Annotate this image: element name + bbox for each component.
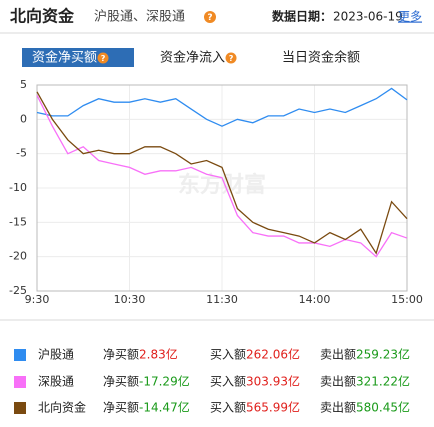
tab-help-icon[interactable]: ? [101,54,106,63]
summary-label: 净买额 [103,401,139,415]
tab-help-bg [225,52,237,64]
summary-value: 580.45亿 [356,400,410,415]
summary-value: 262.06亿 [246,347,300,362]
summary-label: 买入额 [210,401,246,415]
summary-value: 2.83亿 [139,347,178,362]
tab[interactable]: 当日资金余额 [282,50,360,66]
date: 2023-06-19 [333,10,403,24]
summary-value: 259.23亿 [356,347,410,362]
summary-label: 卖出额 [320,348,356,362]
x-tick-label: 15:00 [391,293,423,306]
help-icon[interactable]: ? [207,13,212,23]
y-tick-label: -10 [9,181,27,194]
plot-frame [36,84,408,292]
x-tick-label: 11:30 [206,293,238,306]
help-icon-bg [204,11,216,23]
y-tick-label: 0 [20,112,27,125]
legend-name: 沪股通 [38,348,74,362]
tab-help-bg [97,52,109,64]
subtitle: 沪股通、深股通 [94,9,185,25]
summary-value: -17.29亿 [139,374,190,389]
y-tick-label: -15 [9,215,27,228]
legend-swatch [14,349,26,361]
summary-label: 净买额 [103,348,139,362]
y-tick-label: -20 [9,250,27,263]
x-tick-label: 9:30 [25,293,50,306]
tab[interactable]: 资金净流入 [160,50,225,66]
series-line [36,87,408,127]
y-tick-label: -25 [9,284,27,297]
date-label: 数据日期： [272,9,332,24]
title: 北向资金 [10,7,75,26]
legend-swatch [14,402,26,414]
summary-value: -14.47亿 [139,400,190,415]
summary-value: 303.93亿 [246,374,300,389]
y-tick-label: -5 [16,147,27,160]
more-link[interactable]: 更多 [398,10,422,24]
summary-label: 净买额 [103,375,139,389]
x-tick-label: 10:30 [114,293,146,306]
y-tick-label: 5 [20,78,27,91]
legend-swatch [14,376,26,388]
tab[interactable]: 资金净买额 [32,50,97,66]
tab-help-icon[interactable]: ? [229,54,234,63]
summary-label: 买入额 [210,375,246,389]
summary-label: 买入额 [210,348,246,362]
legend-name: 北向资金 [38,400,86,415]
summary-value: 565.99亿 [246,400,300,415]
x-tick-label: 14:00 [299,293,331,306]
series-line [36,91,408,255]
summary-value: 321.22亿 [356,374,410,389]
legend-name: 深股通 [38,375,74,389]
summary-label: 卖出额 [320,375,356,389]
summary-label: 卖出额 [320,401,356,415]
